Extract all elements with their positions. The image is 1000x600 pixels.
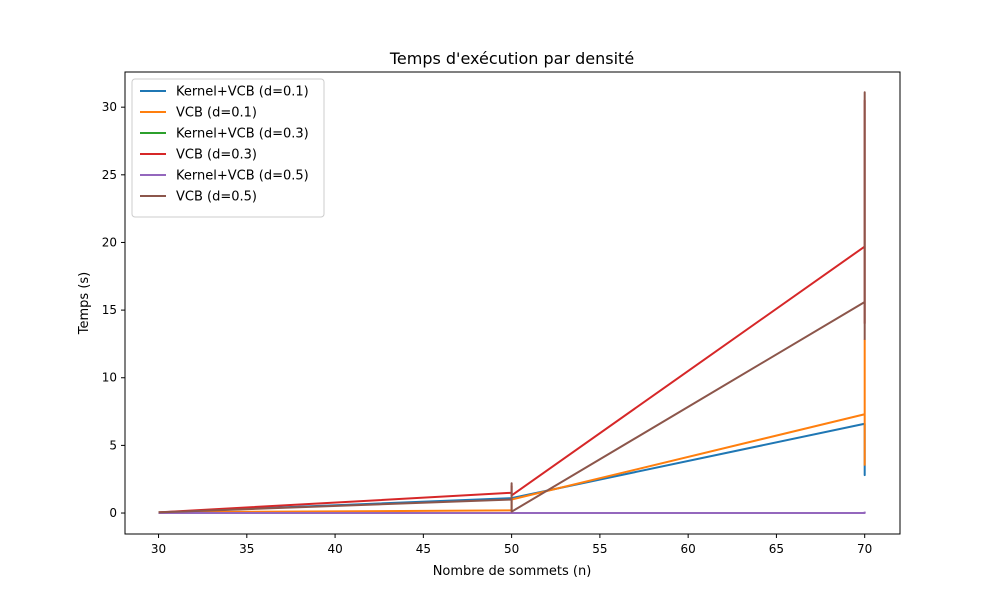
legend-label: VCB (d=0.5)	[176, 190, 257, 205]
x-axis-ticks: 30 35 40 45 50 55 60 65 70	[151, 534, 872, 556]
x-tick-label: 70	[857, 542, 872, 556]
y-tick-label: 10	[102, 371, 117, 385]
y-tick-label: 5	[109, 438, 117, 452]
y-axis-label: Temps (s)	[77, 272, 92, 335]
y-tick-label: 15	[102, 303, 117, 317]
legend-label: Kernel+VCB (d=0.3)	[176, 127, 309, 142]
plot-frame	[124, 71, 901, 535]
x-tick-label: 55	[592, 542, 607, 556]
x-tick-label: 40	[327, 542, 342, 556]
chart-title: Temps d'exécution par densité	[389, 49, 634, 68]
y-axis-ticks: 0 5 10 15 20 25 30	[102, 100, 125, 520]
y-tick-label: 20	[102, 235, 117, 249]
x-tick-label: 65	[769, 542, 784, 556]
series-line-5	[158, 511, 866, 515]
legend: Kernel+VCB (d=0.1) VCB (d=0.1) Kernel+VCB …	[131, 78, 325, 218]
x-tick-label: 45	[416, 542, 431, 556]
y-tick-label: 30	[102, 100, 117, 114]
y-tick-label: 25	[102, 168, 117, 182]
x-tick-label: 30	[151, 542, 166, 556]
x-tick-label: 50	[504, 542, 519, 556]
series-line-6	[158, 91, 866, 514]
x-axis-label: Nombre de sommets (n)	[433, 564, 592, 579]
legend-label: VCB (d=0.1)	[176, 106, 257, 121]
plot-lines	[158, 91, 866, 515]
series-line-2	[158, 338, 866, 514]
legend-label: Kernel+VCB (d=0.5)	[176, 169, 309, 184]
x-tick-label: 35	[239, 542, 254, 556]
y-tick-label: 0	[109, 506, 117, 520]
x-tick-label: 60	[681, 542, 696, 556]
legend-label: VCB (d=0.3)	[176, 148, 257, 163]
legend-box	[131, 78, 325, 218]
legend-label: Kernel+VCB (d=0.1)	[176, 85, 309, 100]
